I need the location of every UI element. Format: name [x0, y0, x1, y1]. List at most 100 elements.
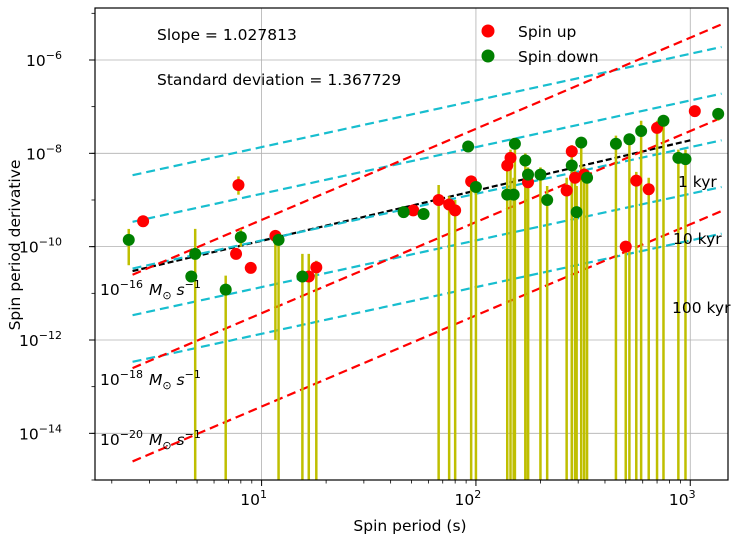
spin-down-point: [296, 270, 309, 283]
error-bars-layer: [127, 106, 720, 480]
y-tick-label: 10−10: [19, 236, 62, 257]
spin-up-point: [244, 261, 257, 274]
spin-down-point: [623, 133, 636, 146]
axes-frame: [94, 7, 729, 481]
mdot-line: [132, 116, 723, 370]
mdot-18-exp: −18: [120, 368, 143, 381]
spin-up-point: [310, 261, 323, 274]
y-tick-label-exp: −12: [39, 329, 62, 342]
spin-down-point: [635, 125, 648, 138]
x-tick-label: 102: [455, 488, 482, 509]
spin-down-point: [122, 233, 135, 246]
fit-line: [132, 139, 691, 273]
spin-down-point: [519, 154, 532, 167]
mdot-line: [132, 210, 723, 463]
spin-down-point: [679, 153, 692, 166]
spin-down-point: [570, 206, 583, 219]
spin-down-point: [234, 231, 247, 244]
x-tick-label-exp: 1: [260, 488, 267, 501]
y-tick-label: 10−14: [19, 422, 62, 443]
mdot-16-sexp: −1: [185, 278, 201, 291]
legend: Spin up Spin down: [481, 23, 599, 66]
x-tick-label-exp: 3: [689, 488, 696, 501]
age-line: [132, 185, 722, 317]
mdot-18-sexp: −1: [185, 368, 201, 381]
spin-up-point: [432, 193, 445, 206]
mdot-18-label: 10−18 M⊙ s−1: [100, 368, 201, 392]
mdot-18-base: 10: [100, 371, 120, 389]
mdot-18-s: s: [177, 371, 185, 389]
spin-down-point: [581, 171, 594, 184]
spin-up-point: [560, 184, 573, 197]
spin-up-point: [569, 171, 582, 184]
y-tick-label: 10−8: [26, 142, 62, 163]
x-tick-label-exp: 2: [474, 488, 481, 501]
mdot-16-base: 10: [100, 281, 120, 299]
spin-down-point: [534, 168, 547, 181]
mdot-16-sun: ⊙: [162, 289, 171, 302]
legend-spin-up-label: Spin up: [518, 23, 576, 41]
mdot-20-sexp: −1: [185, 428, 201, 441]
std-annotation: Standard deviation = 1.367729: [157, 71, 401, 89]
spin-down-point: [462, 140, 475, 153]
spin-down-point: [417, 208, 430, 221]
spin-down-point: [541, 193, 554, 206]
y-tick-label: 10−12: [19, 329, 62, 350]
y-tick-label-exp: −14: [39, 422, 62, 435]
spin-down-point: [508, 137, 521, 150]
mdot-20-unit: M: [149, 431, 162, 449]
model-lines-layer: [132, 23, 723, 463]
axes-frame-layer: [89, 7, 729, 486]
spin-up-point: [232, 178, 245, 191]
spin-down-point: [185, 270, 198, 283]
spin-down-point: [657, 114, 670, 127]
spin-down-point: [219, 283, 232, 296]
age-line: [132, 139, 722, 270]
spin-down-point: [609, 137, 622, 150]
age-1kyr-label: 1 kyr: [678, 173, 717, 191]
age-100kyr-label: 100 kyr: [672, 299, 731, 317]
mdot-20-label: 10−20 M⊙ s−1: [100, 428, 201, 452]
legend-spin-up-marker: [481, 24, 495, 38]
spin-down-point: [272, 233, 285, 246]
spin-down-point: [189, 247, 202, 260]
spin-up-point: [504, 151, 517, 164]
spin-up-point: [619, 240, 632, 253]
legend-spin-down-marker: [481, 49, 495, 63]
spin-up-point: [688, 105, 701, 118]
x-axis-label: Spin period (s): [353, 517, 466, 535]
x-tick-label: 103: [669, 488, 696, 509]
spin-down-point: [575, 136, 588, 149]
mdot-20-base: 10: [100, 431, 120, 449]
y-axis-label: Spin period derivative: [6, 160, 24, 331]
spin-up-point: [630, 174, 643, 187]
x-tick-label: 101: [240, 488, 267, 509]
mdot-20-s: s: [177, 431, 185, 449]
mdot-16-label: 10−16 M⊙ s−1: [100, 278, 201, 302]
spin-down-point: [507, 188, 520, 201]
legend-spin-down-label: Spin down: [518, 48, 599, 66]
age-line: [132, 45, 722, 177]
y-tick-label-exp: −6: [46, 49, 62, 62]
spin-down-point: [522, 168, 535, 181]
age-line: [132, 92, 722, 223]
age-line: [132, 232, 722, 363]
mdot-16-unit: M: [149, 281, 162, 299]
spin-up-point: [642, 183, 655, 196]
spin-down-point: [397, 206, 410, 219]
spin-up-point: [565, 145, 578, 158]
y-tick-label: 10−6: [26, 49, 62, 70]
spin-down-point: [469, 180, 482, 193]
mdot-18-sun: ⊙: [162, 379, 171, 392]
y-tick-label-exp: −8: [46, 142, 62, 155]
spin-up-point: [230, 247, 243, 260]
mdot-20-exp: −20: [120, 428, 143, 441]
slope-annotation: Slope = 1.027813: [157, 26, 297, 44]
mdot-18-unit: M: [149, 371, 162, 389]
age-10kyr-label: 10 kyr: [673, 230, 722, 248]
mdot-16-s: s: [177, 281, 185, 299]
spin-up-point: [407, 204, 420, 217]
